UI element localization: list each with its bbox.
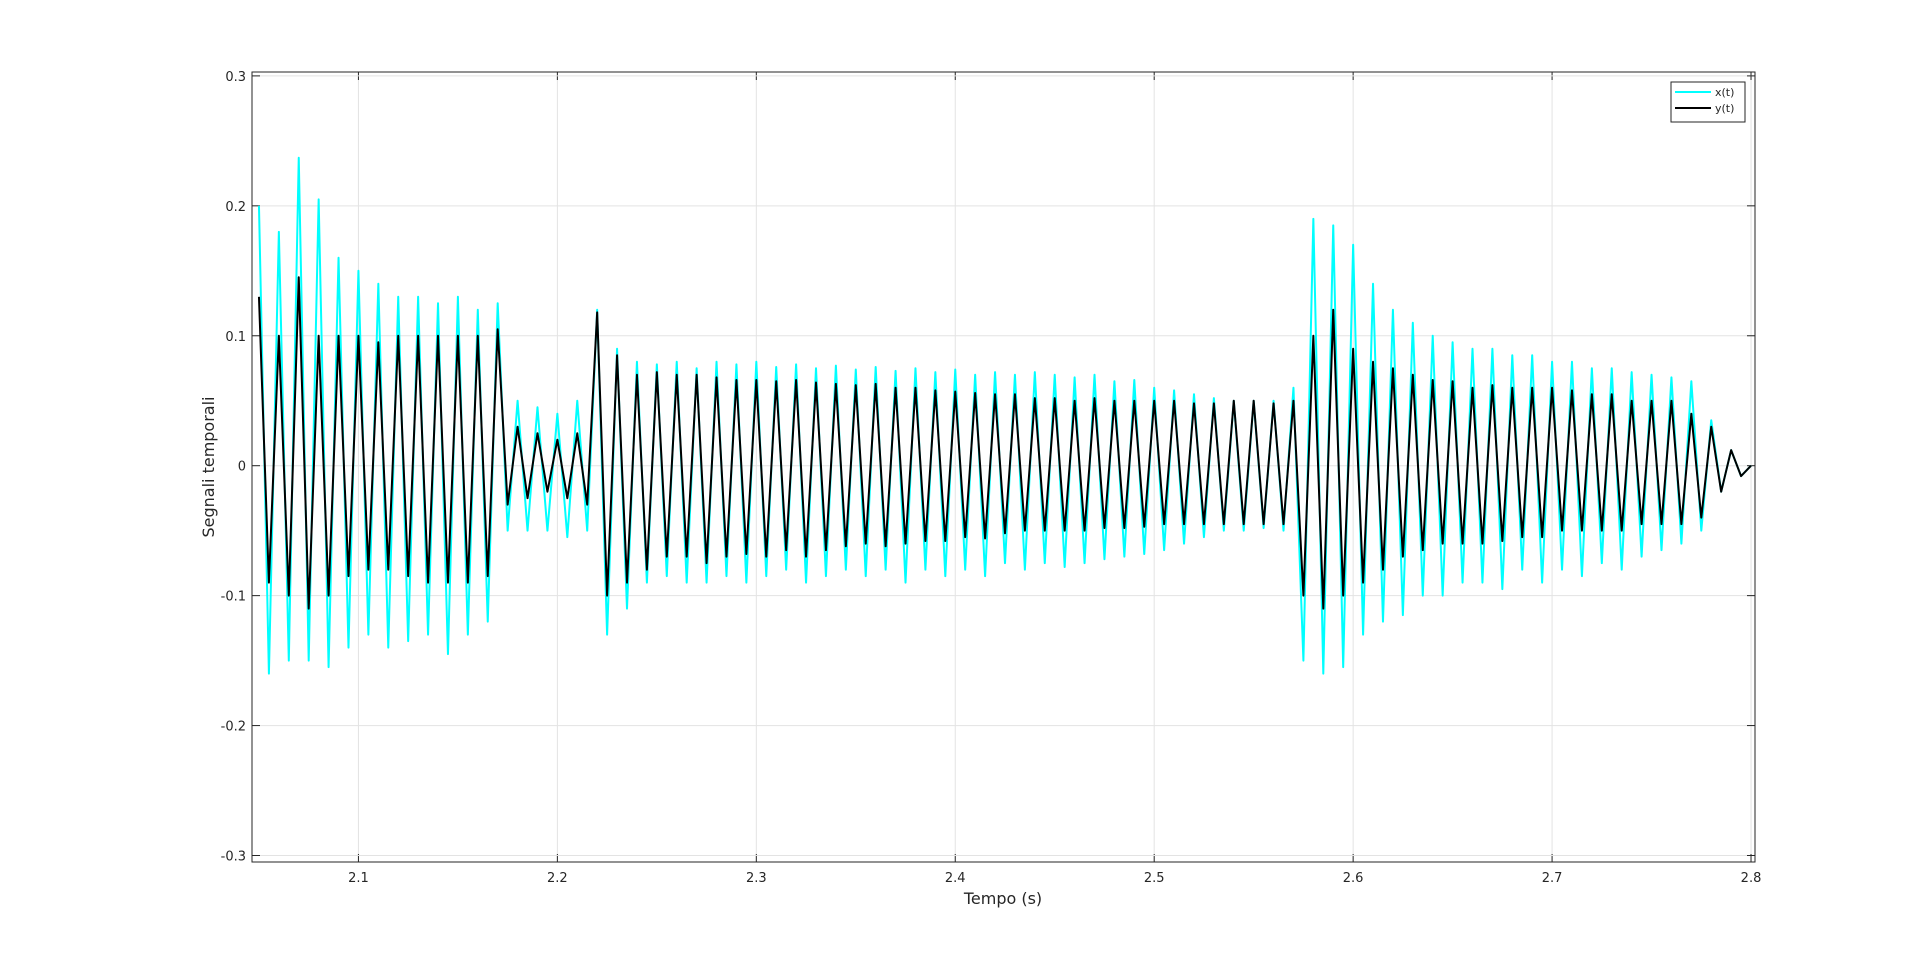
y-tick-label: -0.3: [221, 850, 246, 865]
y-tick-label: 0: [238, 460, 246, 475]
y-tick-label: -0.2: [221, 720, 246, 735]
series-line: [257, 156, 1752, 675]
y-axis-label: Segnali temporali: [199, 397, 218, 538]
y-tick-label: 0.3: [225, 70, 246, 85]
axes-box: [251, 71, 1756, 863]
y-tick-label: 0.2: [225, 200, 246, 215]
legend-label: x(t): [1715, 86, 1734, 99]
legend-box: [1670, 81, 1746, 123]
x-tick-label: 2.3: [746, 871, 767, 886]
x-tick-label: 2.5: [1144, 871, 1165, 886]
x-axis-label: Tempo (s): [963, 889, 1042, 908]
legend-label: y(t): [1715, 102, 1734, 115]
x-tick-label: 2.6: [1343, 871, 1364, 886]
y-tick-label: 0.1: [225, 330, 246, 345]
x-tick-label: 2.1: [348, 871, 369, 886]
x-tick-label: 2.2: [547, 871, 568, 886]
y-tick-label: -0.1: [221, 590, 246, 605]
x-tick-label: 2.8: [1741, 871, 1762, 886]
legend: x(t) y(t): [1670, 81, 1746, 123]
series-line: [257, 276, 1752, 610]
x-tick-label: 2.4: [945, 871, 966, 886]
x-tick-label: 2.7: [1542, 871, 1563, 886]
